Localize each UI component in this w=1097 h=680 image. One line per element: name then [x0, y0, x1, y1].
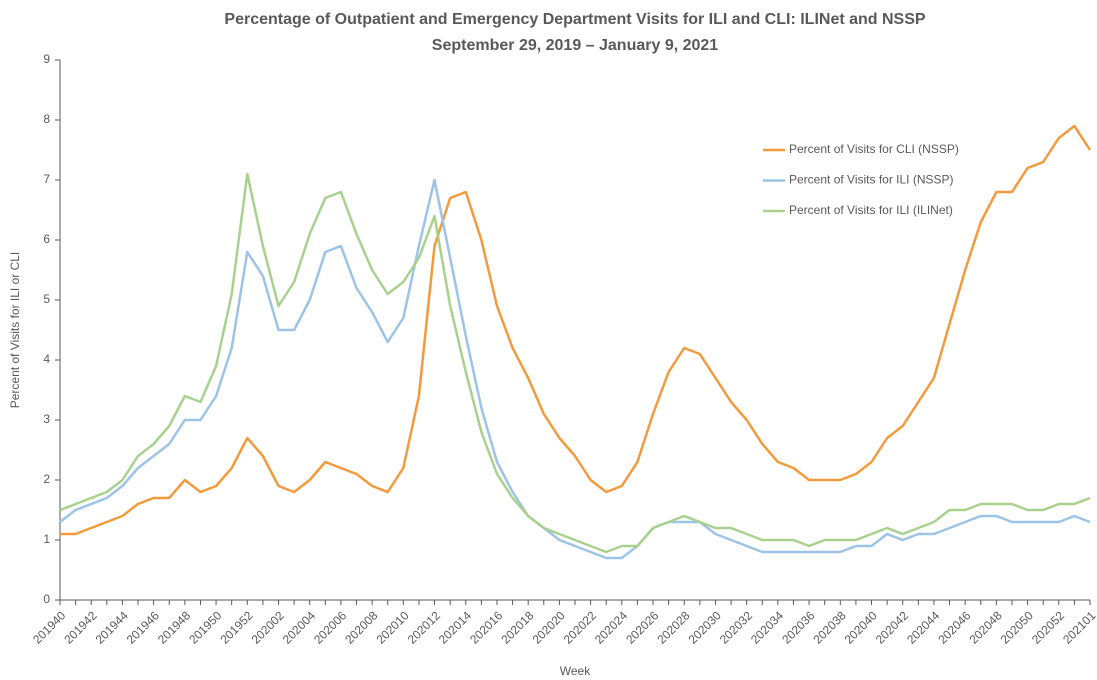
x-tick-label: 202032 — [717, 608, 755, 646]
x-tick-label: 201946 — [124, 608, 162, 646]
series-line — [60, 124, 1092, 536]
y-tick-label: 9 — [43, 52, 50, 66]
series-line — [59, 178, 1091, 560]
x-axis-label: Week — [560, 664, 591, 678]
x-tick-label: 202042 — [873, 608, 911, 646]
x-tick-label: 202048 — [967, 608, 1005, 646]
x-tick-label: 202020 — [530, 608, 568, 646]
x-tick-label: 202022 — [561, 608, 599, 646]
y-axis-label: Percent of Visits for ILI or CLI — [8, 252, 22, 409]
series-line — [59, 172, 1091, 554]
x-tick-label: 202034 — [748, 608, 786, 646]
x-tick-label: 202030 — [686, 608, 724, 646]
x-tick-label: 202018 — [498, 608, 536, 646]
x-tick-label: 202024 — [592, 608, 630, 646]
chart-title: Percentage of Outpatient and Emergency D… — [224, 11, 925, 28]
x-tick-label: 202014 — [436, 608, 474, 646]
x-tick-label: 201952 — [217, 608, 255, 646]
x-tick-label: 202002 — [249, 608, 287, 646]
x-tick-label: 202050 — [998, 608, 1036, 646]
legend-label: Percent of Visits for ILI (ILINet) — [789, 203, 953, 217]
y-tick-label: 8 — [43, 112, 50, 126]
y-tick-label: 6 — [43, 232, 50, 246]
x-tick-label: 202008 — [342, 608, 380, 646]
x-tick-label: 202012 — [405, 608, 443, 646]
x-tick-label: 202036 — [779, 608, 817, 646]
x-tick-label: 202010 — [373, 608, 411, 646]
y-tick-label: 3 — [43, 412, 50, 426]
x-tick-label: 202044 — [904, 608, 942, 646]
y-tick-label: 4 — [43, 352, 50, 366]
y-tick-label: 1 — [43, 532, 50, 546]
x-tick-label: 202004 — [280, 608, 318, 646]
x-tick-label: 201944 — [93, 608, 131, 646]
x-tick-label: 202040 — [842, 608, 880, 646]
x-tick-label: 201942 — [61, 608, 99, 646]
y-tick-label: 7 — [43, 172, 50, 186]
x-tick-label: 202028 — [654, 608, 692, 646]
x-tick-label: 202016 — [467, 608, 505, 646]
y-tick-label: 5 — [43, 292, 50, 306]
legend-label: Percent of Visits for ILI (NSSP) — [789, 173, 954, 187]
x-tick-label: 202046 — [935, 608, 973, 646]
x-tick-label: 202026 — [623, 608, 661, 646]
x-tick-label: 201940 — [30, 608, 68, 646]
x-tick-label: 202052 — [1029, 608, 1067, 646]
x-tick-label: 201948 — [155, 608, 193, 646]
x-tick-label: 202101 — [1060, 608, 1097, 646]
x-tick-label: 201950 — [186, 608, 224, 646]
x-tick-label: 202006 — [311, 608, 349, 646]
y-tick-label: 2 — [43, 472, 50, 486]
x-tick-label: 202038 — [810, 608, 848, 646]
chart-subtitle: September 29, 2019 – January 9, 2021 — [432, 37, 719, 54]
y-tick-label: 0 — [43, 592, 50, 606]
legend-label: Percent of Visits for CLI (NSSP) — [789, 142, 959, 156]
